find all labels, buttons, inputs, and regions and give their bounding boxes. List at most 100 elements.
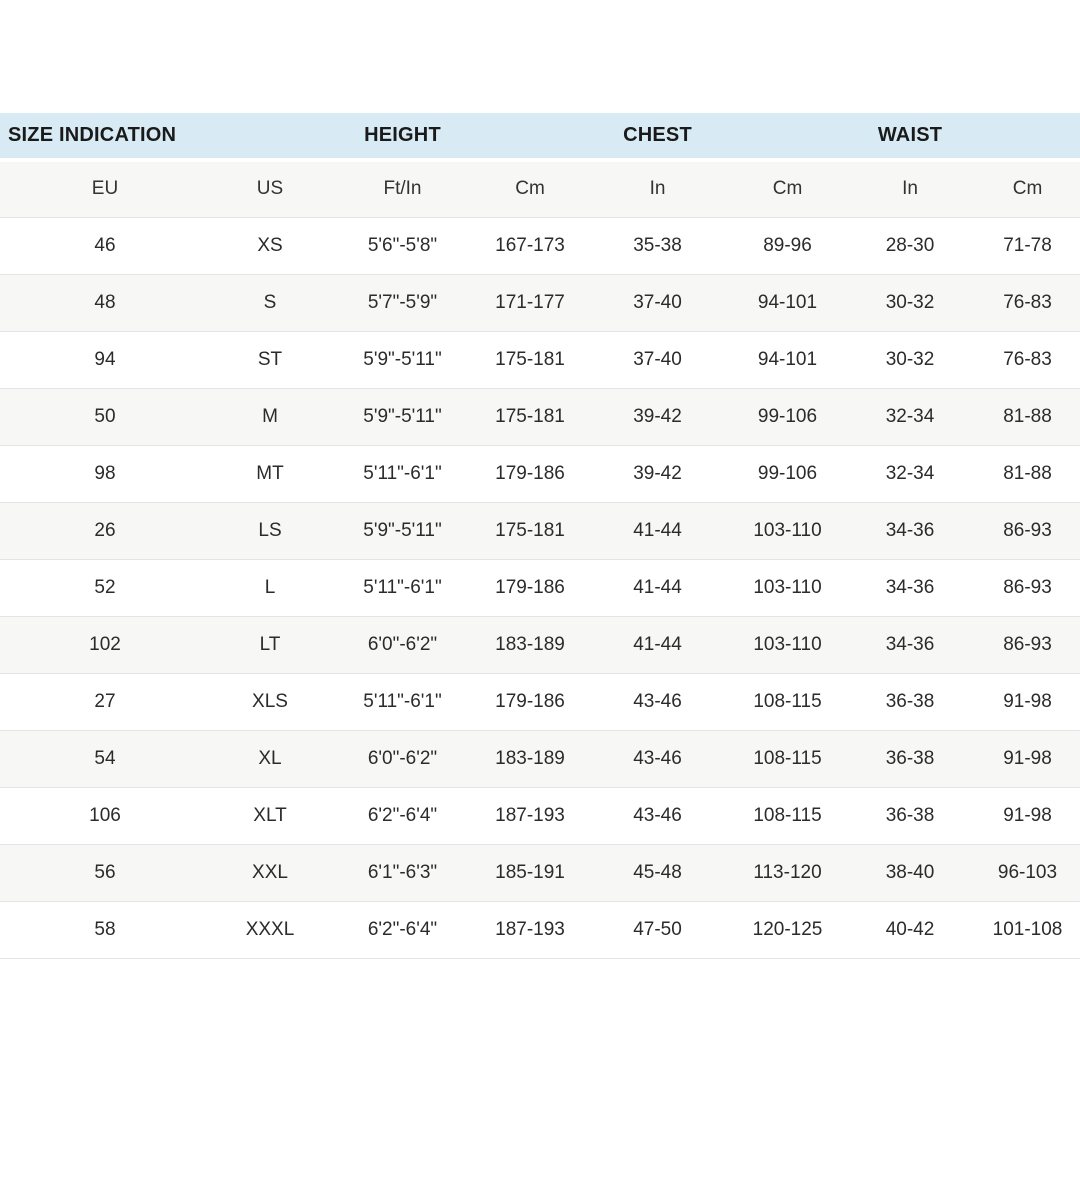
table-cell: L <box>264 576 276 598</box>
table-cell: 5'11"-6'1" <box>363 576 442 598</box>
table-cell: 6'2"-6'4" <box>367 918 438 940</box>
table-cell: 43-46 <box>633 804 682 826</box>
table-row: 94 ST 5'9"-5'11" 175-181 37-40 94-101 30-32 76-… <box>0 331 1080 388</box>
table-cell: 52 <box>94 576 116 598</box>
table-cell: 36-38 <box>885 747 935 769</box>
group-header-spacer <box>475 113 585 162</box>
table-row: 98 MT 5'11"-6'1" 179-186 39-42 99-106 32-34 81-… <box>0 445 1080 502</box>
group-header-size-indication: SIZE INDICATION <box>0 113 330 162</box>
table-cell: 71-78 <box>1003 234 1052 256</box>
table-cell: 179-186 <box>495 690 565 712</box>
table-cell: 39-42 <box>633 462 682 484</box>
table-cell: 91-98 <box>1003 747 1052 769</box>
table-cell: 5'11"-6'1" <box>363 690 442 712</box>
table-cell: 175-181 <box>495 519 565 541</box>
table-cell: XXXL <box>245 918 295 940</box>
group-header-spacer <box>730 113 845 162</box>
column-header-chest-in: In <box>649 178 666 200</box>
table-cell: 5'11"-6'1" <box>363 462 442 484</box>
table-cell: 94 <box>94 348 116 370</box>
table-cell: 185-191 <box>495 861 565 883</box>
table-cell: 43-46 <box>633 690 682 712</box>
table-row: 26 LS 5'9"-5'11" 175-181 41-44 103-110 34-36 86… <box>0 502 1080 559</box>
table-cell: 175-181 <box>495 348 565 370</box>
table-cell: 37-40 <box>633 348 682 370</box>
table-cell: 120-125 <box>752 918 823 940</box>
table-cell: S <box>263 291 277 313</box>
group-header-waist: WAIST <box>845 113 975 162</box>
table-cell: 35-38 <box>633 234 682 256</box>
table-cell: 175-181 <box>495 405 565 427</box>
table-cell: 96-103 <box>997 861 1058 883</box>
table-cell: 34-36 <box>885 633 935 655</box>
table-cell: LS <box>258 519 282 541</box>
table-cell: XS <box>257 234 283 256</box>
table-row: 106 XLT 6'2"-6'4" 187-193 43-46 108-115 36-38 9… <box>0 787 1080 844</box>
table-cell: 113-120 <box>753 861 822 883</box>
table-cell: 41-44 <box>633 519 682 541</box>
table-cell: 6'1"-6'3" <box>367 861 438 883</box>
table-cell: 99-106 <box>757 462 818 484</box>
table-cell: 5'9"-5'11" <box>363 405 442 427</box>
table-row: 54 XL 6'0"-6'2" 183-189 43-46 108-115 36-38 91-… <box>0 730 1080 787</box>
table-cell: 58 <box>94 918 116 940</box>
table-cell: 101-108 <box>992 918 1063 940</box>
table-cell: 103-110 <box>753 633 822 655</box>
table-cell: 183-189 <box>495 747 565 769</box>
table-cell: 56 <box>94 861 116 883</box>
table-cell: 50 <box>94 405 116 427</box>
table-cell: 5'9"-5'11" <box>363 348 442 370</box>
table-cell: 45-48 <box>633 861 682 883</box>
table-cell: 6'0"-6'2" <box>367 633 438 655</box>
table-cell: 86-93 <box>1003 633 1052 655</box>
column-header-eu: EU <box>91 178 119 200</box>
table-cell: 179-186 <box>495 462 565 484</box>
table-row: 50 M 5'9"-5'11" 175-181 39-42 99-106 32-34 81-8… <box>0 388 1080 445</box>
table-cell: XXL <box>252 861 288 883</box>
table-cell: 187-193 <box>495 804 565 826</box>
table-cell: 91-98 <box>1003 690 1052 712</box>
table-cell: XLS <box>252 690 288 712</box>
group-header-height: HEIGHT <box>330 113 475 162</box>
table-cell: 5'7"-5'9" <box>367 291 438 313</box>
table-cell: 30-32 <box>885 348 935 370</box>
table-cell: 27 <box>94 690 116 712</box>
table-cell: 76-83 <box>1003 348 1052 370</box>
table-row: 58 XXXL 6'2"-6'4" 187-193 47-50 120-125 40-42 1… <box>0 901 1080 958</box>
table-cell: 34-36 <box>885 576 935 598</box>
table-cell: XL <box>258 747 282 769</box>
table-cell: 94-101 <box>757 348 818 370</box>
table-cell: 108-115 <box>753 804 822 826</box>
table-row: 52 L 5'11"-6'1" 179-186 41-44 103-110 34-36 86-… <box>0 559 1080 616</box>
group-header-spacer <box>975 113 1080 162</box>
table-cell: 103-110 <box>753 576 822 598</box>
table-cell: 26 <box>94 519 116 541</box>
table-cell: 34-36 <box>885 519 935 541</box>
table-row: 46 XS 5'6"-5'8" 167-173 35-38 89-96 28-30 71-78 <box>0 217 1080 274</box>
table-cell: 6'2"-6'4" <box>367 804 438 826</box>
table-cell: 38-40 <box>885 861 935 883</box>
table-cell: 86-93 <box>1003 576 1052 598</box>
table-cell: 40-42 <box>885 918 935 940</box>
table-cell: 5'9"-5'11" <box>363 519 442 541</box>
table-cell: 28-30 <box>885 234 935 256</box>
table-cell: 48 <box>94 291 116 313</box>
table-cell: 167-173 <box>495 234 565 256</box>
table-cell: 99-106 <box>757 405 818 427</box>
table-cell: 179-186 <box>495 576 565 598</box>
table-cell: 32-34 <box>885 462 935 484</box>
table-cell: 91-98 <box>1003 804 1052 826</box>
table-cell: 103-110 <box>753 519 822 541</box>
table-cell: 37-40 <box>633 291 682 313</box>
table-cell: 187-193 <box>495 918 565 940</box>
table-cell: 81-88 <box>1003 462 1052 484</box>
group-header-chest: CHEST <box>585 113 730 162</box>
table-cell: 30-32 <box>885 291 935 313</box>
table-cell: 36-38 <box>885 690 935 712</box>
table-cell: 108-115 <box>753 690 822 712</box>
table-cell: 81-88 <box>1003 405 1052 427</box>
group-header-row: SIZE INDICATION HEIGHT CHEST WAIST <box>0 113 1080 162</box>
table-cell: XLT <box>253 804 287 826</box>
table-cell: 5'6"-5'8" <box>367 234 438 256</box>
table-cell: 43-46 <box>633 747 682 769</box>
